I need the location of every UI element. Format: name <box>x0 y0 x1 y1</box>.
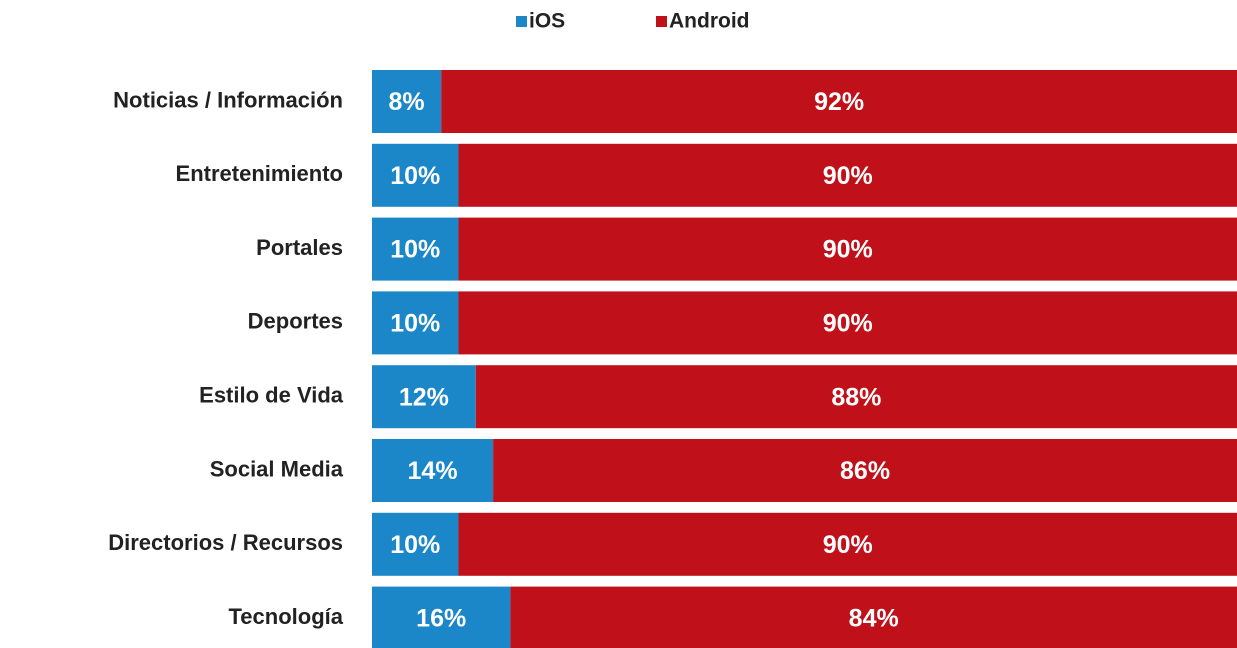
legend-label: Android <box>669 10 749 33</box>
bar-segment <box>372 586 511 648</box>
bar-segment <box>372 291 459 355</box>
data-label: 8% <box>389 88 425 116</box>
category-label: Deportes <box>248 309 343 334</box>
category-label: Social Media <box>210 456 344 481</box>
data-label: 12% <box>399 383 449 411</box>
bar-segment <box>372 365 476 429</box>
data-label: 90% <box>823 310 873 338</box>
bar-segment <box>372 217 459 281</box>
data-label: 90% <box>823 531 873 559</box>
bar-segment <box>372 143 459 207</box>
bar-segment <box>372 70 442 133</box>
bar-segment <box>441 70 1237 133</box>
data-label: 10% <box>390 310 440 338</box>
bar-segment <box>372 512 459 576</box>
legend-label: iOS <box>529 10 565 33</box>
data-label: 10% <box>390 162 440 190</box>
legend-swatch <box>516 16 527 27</box>
bar-segment <box>458 512 1237 576</box>
data-label: 92% <box>814 88 864 116</box>
category-label: Tecnología <box>229 604 344 629</box>
category-label: Entretenimiento <box>176 161 343 186</box>
data-label: 16% <box>416 605 466 633</box>
category-label: Noticias / Información <box>113 87 343 112</box>
bar-segment <box>493 439 1237 502</box>
data-label: 14% <box>408 457 458 485</box>
bar-segment <box>510 586 1237 648</box>
legend-swatch <box>656 16 667 27</box>
data-label: 10% <box>390 531 440 559</box>
bar-segment <box>475 365 1237 429</box>
category-label: Portales <box>256 235 343 260</box>
bar-segment <box>458 291 1237 355</box>
category-label: Directorios / Recursos <box>108 530 343 555</box>
data-label: 86% <box>840 457 890 485</box>
bar-segment <box>372 439 494 502</box>
category-label: Estilo de Vida <box>199 383 344 408</box>
bar-segment <box>458 217 1237 281</box>
bar-segment <box>458 143 1237 207</box>
data-label: 10% <box>390 236 440 264</box>
data-label: 90% <box>823 236 873 264</box>
data-label: 84% <box>849 605 899 633</box>
data-label: 90% <box>823 162 873 190</box>
data-label: 88% <box>831 383 881 411</box>
